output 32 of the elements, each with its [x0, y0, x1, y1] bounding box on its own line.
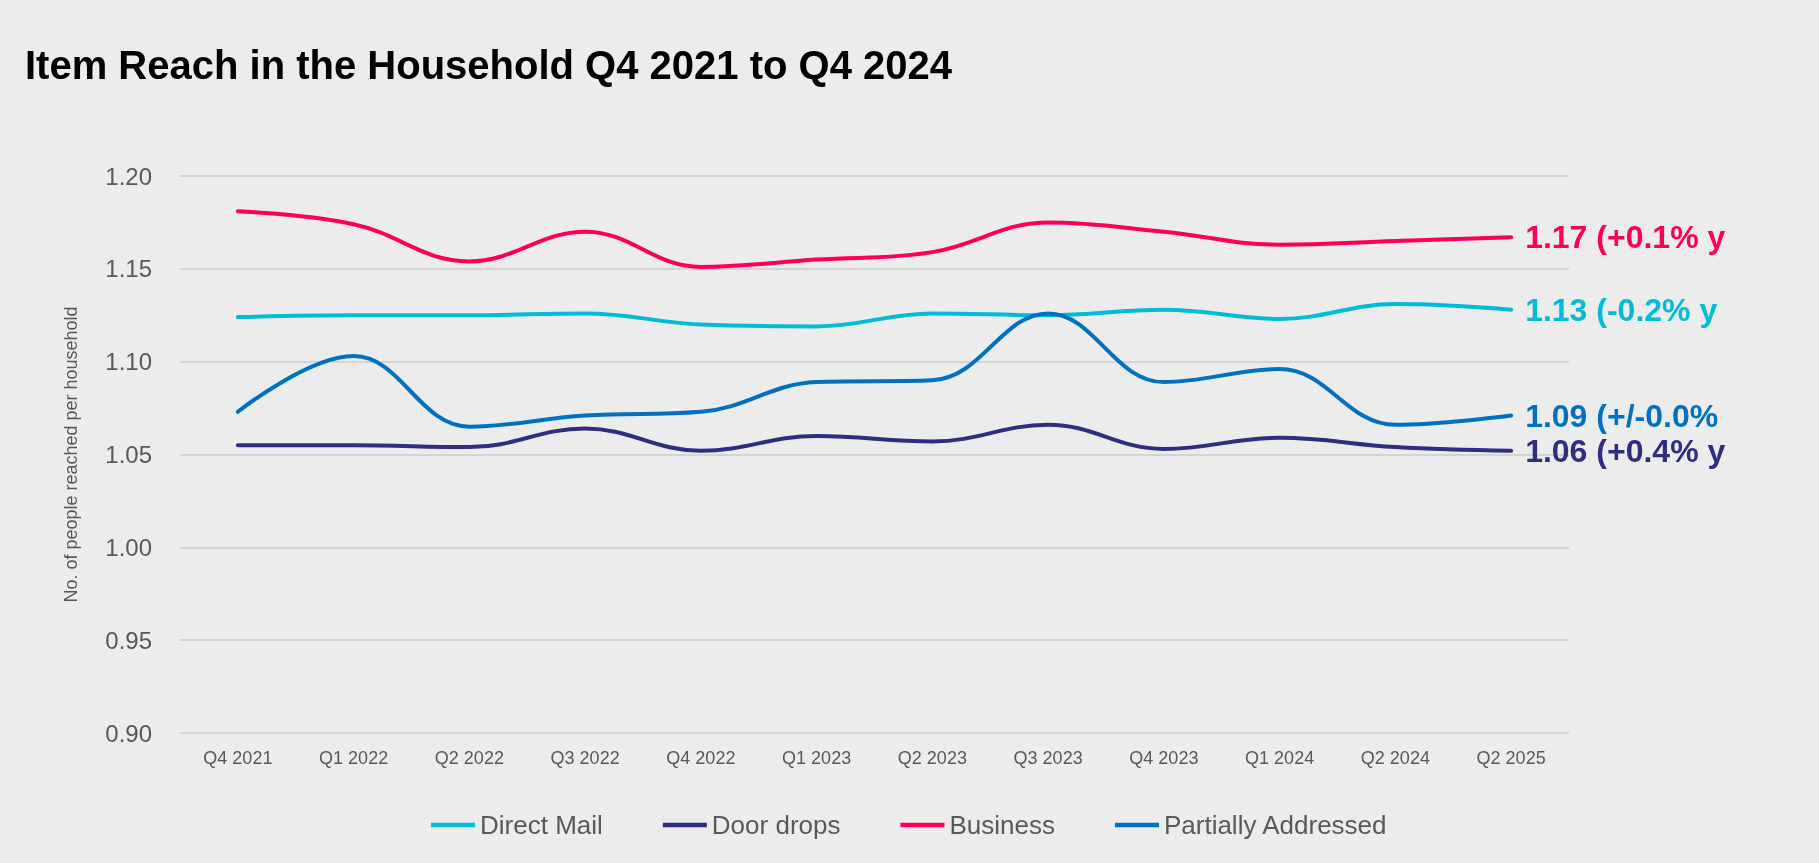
- y-tick-label: 1.00: [105, 533, 152, 561]
- x-tick-label: Q1 2022: [319, 748, 389, 768]
- annotation: 1.13 (-0.2% y: [1525, 291, 1718, 328]
- y-tick-label: 1.10: [105, 348, 152, 376]
- line-series: [235, 422, 1514, 453]
- x-tick-label: Q4 2022: [666, 748, 736, 768]
- x-tick-label: Q1 2023: [782, 748, 852, 768]
- y-tick-label: 1.15: [105, 255, 152, 283]
- y-tick-label: 1.20: [105, 162, 152, 190]
- annotation: 1.17 (+0.1% y: [1525, 219, 1726, 256]
- x-tick-label: Q2 2025: [1476, 748, 1546, 768]
- line-series: [235, 311, 1514, 429]
- legend-label: Business: [949, 810, 1055, 840]
- x-tick-label: Q3 2023: [1013, 748, 1083, 768]
- line-series: [235, 209, 1514, 269]
- annotation: 1.09 (+/-0.0%: [1525, 397, 1719, 434]
- x-tick-label: Q2 2022: [434, 748, 504, 768]
- line-series: [235, 302, 1514, 329]
- legend-label: Partially Addressed: [1163, 810, 1387, 840]
- y-tick-label: 0.95: [105, 626, 152, 654]
- legend-label: Direct Mail: [480, 810, 603, 840]
- legend-label: Door drops: [711, 810, 841, 840]
- x-tick-label: Q2 2023: [897, 748, 967, 768]
- chart-title: Item Reach in the Household Q4 2021 to Q4 2024: [25, 43, 953, 87]
- y-tick-label: 1.05: [105, 441, 152, 468]
- x-tick-label: Q1 2024: [1245, 748, 1315, 768]
- x-tick-label: Q4 2021: [203, 748, 273, 768]
- x-tick-label: Q4 2023: [1129, 748, 1199, 768]
- x-tick-label: Q2 2024: [1360, 748, 1430, 768]
- x-tick-label: Q3 2022: [550, 748, 620, 768]
- y-tick-label: 0.90: [105, 719, 152, 747]
- y-axis-title: No. of people reached per household: [61, 306, 81, 603]
